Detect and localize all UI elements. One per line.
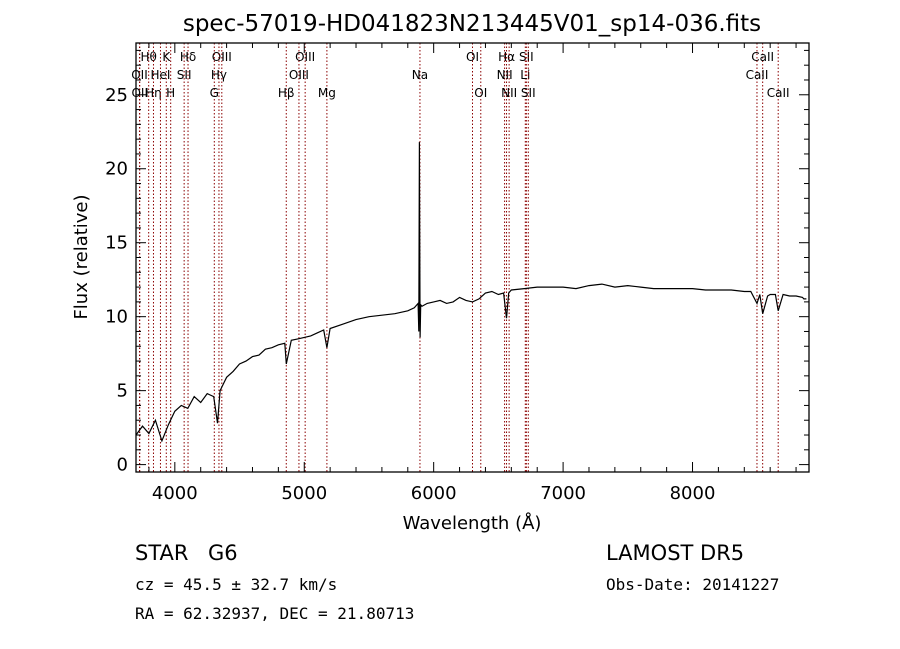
survey-name: LAMOST DR5 (606, 541, 744, 565)
y-tick-label: 15 (105, 233, 128, 254)
x-tick-label: 8000 (670, 483, 716, 504)
observation-date: Obs-Date: 20141227 (606, 575, 779, 594)
spectral-line-label: SII (177, 68, 192, 82)
spectral-line-label: Hδ (180, 50, 196, 64)
x-tick-label: 4000 (152, 483, 198, 504)
spectral-line-label: G (210, 86, 219, 100)
y-tick-label: 5 (117, 381, 128, 402)
spectral-line-label: Na (412, 68, 428, 82)
chart-title: spec-57019-HD041823N213445V01_sp14-036.f… (183, 11, 761, 37)
spectral-line-label: K (162, 50, 171, 64)
spectral-line-label: Hη (145, 86, 162, 100)
object-type: STAR (135, 541, 188, 565)
spectral-line-label: NII (497, 68, 513, 82)
spectral-line-label: Hθ (140, 50, 156, 64)
x-tick-label: 5000 (281, 483, 327, 504)
spectral-line-label: Hγ (211, 68, 227, 82)
coordinates: RA = 62.32937, DEC = 21.80713 (135, 604, 414, 623)
y-tick-label: 0 (117, 455, 128, 476)
y-tick-label: 10 (105, 307, 128, 328)
y-axis-label: Flux (relative) (71, 194, 92, 319)
redshift-velocity: cz = 45.5 ± 32.7 km/s (135, 575, 337, 594)
spectral-line-label: CaII (767, 86, 790, 100)
spectral-line-label: H (166, 86, 175, 100)
x-axis-label: Wavelength (Å) (403, 512, 542, 534)
spectral-line-label: HeI (150, 68, 170, 82)
spectral-subclass: G6 (208, 541, 238, 565)
spectral-line-label: SII (521, 86, 536, 100)
spectral-line-label: CaII (746, 68, 769, 82)
x-axis: 4000 5000 6000 7000 8000 (148, 43, 797, 504)
spectral-line-label: OIII (289, 68, 309, 82)
x-tick-label: 7000 (540, 483, 586, 504)
x-tick-label: 6000 (411, 483, 457, 504)
spectral-line-label: Mg (318, 86, 336, 100)
spectral-line-label: OIII (295, 50, 315, 64)
spectral-line-label: SII (519, 50, 534, 64)
spectral-line-label: OIII (212, 50, 232, 64)
spectral-line-label: Hβ (278, 86, 295, 100)
spectral-line-label: Li (520, 68, 530, 82)
spectral-line-label: CaII (751, 50, 774, 64)
y-tick-label: 25 (105, 85, 128, 106)
y-axis: 0 5 10 15 20 25 (105, 49, 809, 476)
spectral-line-label: OI (474, 86, 487, 100)
y-tick-label: 20 (105, 159, 128, 180)
spectral-line-label: OI (466, 50, 479, 64)
spectral-line-label: NII (501, 86, 517, 100)
spectrum-line (135, 142, 807, 443)
spectral-line-label: Hα (498, 50, 515, 64)
